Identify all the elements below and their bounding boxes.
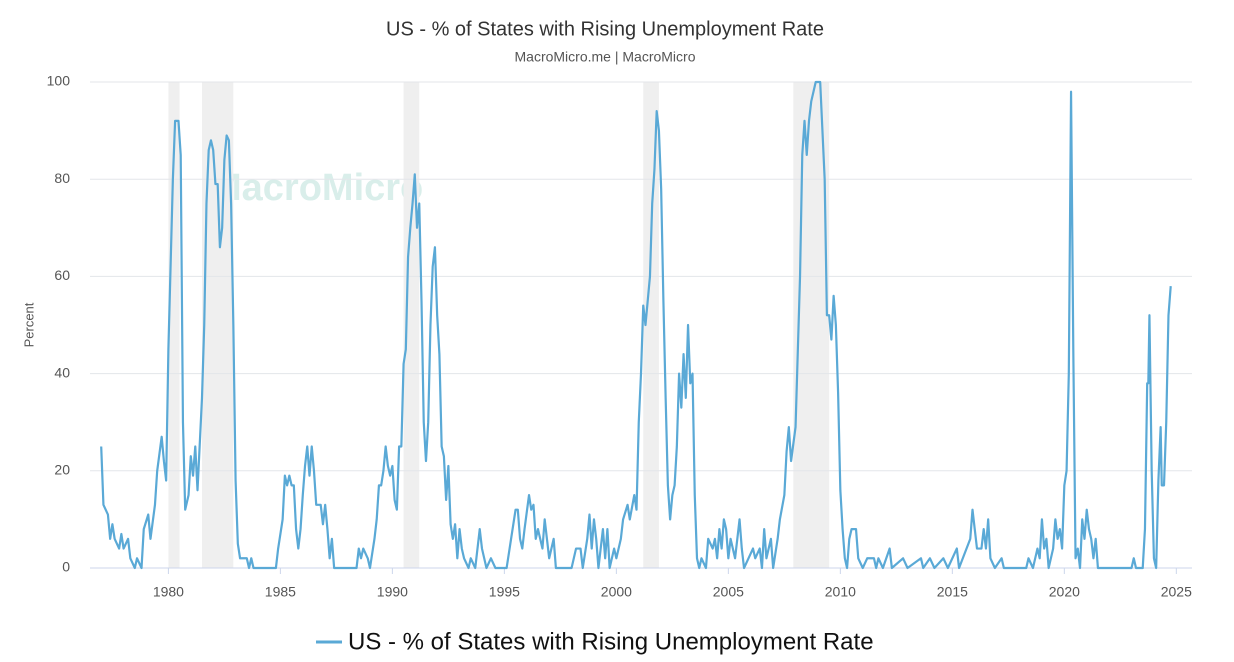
legend-label: US - % of States with Rising Unemploymen… bbox=[348, 628, 874, 655]
y-tick-label: 60 bbox=[54, 267, 70, 283]
x-tick-label: 1995 bbox=[489, 584, 520, 600]
y-tick-label: 20 bbox=[54, 462, 70, 478]
chart-subtitle: MacroMicro.me | MacroMicro bbox=[515, 49, 696, 65]
y-tick-label: 100 bbox=[47, 73, 71, 89]
data-line bbox=[100, 80, 1172, 570]
y-tick-label: 0 bbox=[62, 559, 70, 575]
x-tick-label: 1990 bbox=[377, 584, 408, 600]
x-tick-label: 2015 bbox=[937, 584, 968, 600]
x-tick-label: 2020 bbox=[1049, 584, 1080, 600]
x-tick-label: 2000 bbox=[601, 584, 632, 600]
x-tick-label: 1980 bbox=[153, 584, 184, 600]
x-tick-label: 2010 bbox=[825, 584, 856, 600]
y-axis-label: Percent bbox=[21, 302, 36, 347]
x-tick-label: 1985 bbox=[265, 584, 296, 600]
x-tick-label: 2025 bbox=[1161, 584, 1192, 600]
y-tick-label: 40 bbox=[54, 364, 70, 380]
y-tick-label: 80 bbox=[54, 170, 70, 186]
chart-title: US - % of States with Rising Unemploymen… bbox=[386, 18, 824, 40]
watermark: MacroMicro bbox=[210, 167, 423, 209]
recession-band bbox=[643, 82, 659, 568]
recession-band bbox=[168, 82, 180, 568]
x-tick-label: 2005 bbox=[713, 584, 744, 600]
